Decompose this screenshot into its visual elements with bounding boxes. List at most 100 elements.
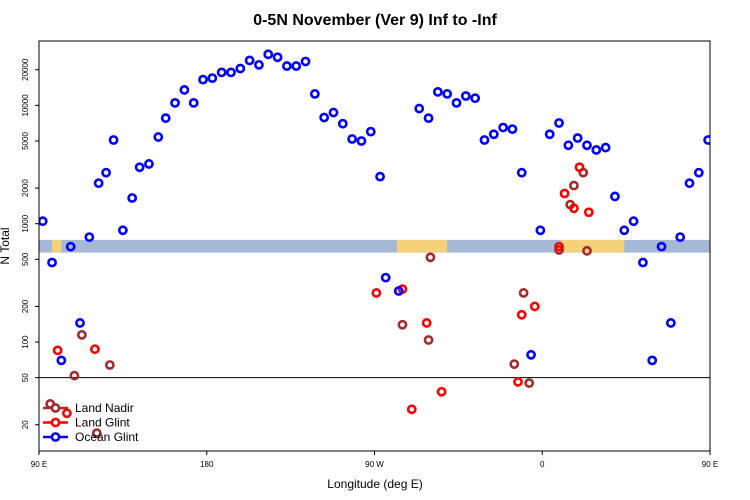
land-glint-point xyxy=(421,318,432,328)
y-tick-label: 20 xyxy=(21,420,30,429)
ocean-glint-point xyxy=(516,167,527,178)
y-tick-label: 2000 xyxy=(21,179,30,197)
land-nadir-point xyxy=(509,359,520,370)
map-land-segment xyxy=(396,239,448,253)
ocean-glint-point xyxy=(108,135,119,145)
ocean-glint-point xyxy=(526,349,536,360)
ocean-glint-point xyxy=(263,49,274,60)
ocean-glint-point xyxy=(226,67,236,78)
land-glint-point xyxy=(734,410,741,417)
land-nadir-point xyxy=(734,433,741,440)
ocean-glint-point xyxy=(638,257,648,268)
ocean-glint-point xyxy=(235,63,246,74)
ocean-glint-point xyxy=(101,167,111,178)
legend-label-ocean-glint: Ocean Glint xyxy=(75,430,139,444)
ocean-glint-point xyxy=(732,164,739,171)
ocean-glint-point xyxy=(75,318,85,328)
map-band xyxy=(39,239,710,253)
land-nadir-point xyxy=(91,428,102,439)
legend-marker-land-glint xyxy=(50,417,61,428)
land-nadir-point xyxy=(524,378,535,388)
legend-label-land-glint: Land Glint xyxy=(75,416,130,430)
ocean-glint-point xyxy=(423,113,434,124)
x-tick-label: 90 W xyxy=(365,460,384,469)
ocean-glint-point xyxy=(65,241,76,252)
legend-marker-land-nadir xyxy=(50,403,61,413)
map-ocean-strip xyxy=(39,239,710,253)
land-glint-point xyxy=(727,347,734,354)
ocean-glint-point xyxy=(356,136,367,146)
legend-label-land-nadir: Land Nadir xyxy=(75,401,134,415)
land-nadir-point xyxy=(69,370,80,381)
ocean-glint-point xyxy=(675,232,686,243)
chart-title: 0-5N November (Ver 9) Inf to -Inf xyxy=(253,12,497,29)
ocean-glint-point xyxy=(170,97,180,108)
land-nadir-point xyxy=(716,400,723,407)
ocean-glint-point xyxy=(684,178,695,189)
land-nadir-point xyxy=(76,329,87,340)
y-tick-label: 500 xyxy=(21,252,30,266)
ocean-glint-point xyxy=(628,216,639,227)
ocean-glint-point xyxy=(723,194,730,201)
y-tick-label: 10000 xyxy=(21,94,30,117)
x-tick-label: 90 E xyxy=(31,460,47,469)
ocean-glint-point xyxy=(600,142,611,153)
ocean-glint-point xyxy=(563,140,574,151)
ocean-glint-point xyxy=(188,97,199,108)
ocean-glint-point xyxy=(619,225,630,236)
ocean-glint-point xyxy=(309,89,320,99)
ocean-glint-point xyxy=(479,135,490,145)
ocean-glint-point xyxy=(656,241,667,252)
ocean-glint-point xyxy=(703,135,710,145)
x-tick-label: 0 xyxy=(540,460,545,469)
ocean-glint-point xyxy=(665,318,676,328)
ocean-glint-point xyxy=(582,140,592,151)
ocean-glint-point xyxy=(39,216,48,227)
ocean-glint-point xyxy=(84,232,95,243)
land-glint-point xyxy=(436,386,447,397)
land-nadir-point xyxy=(425,252,436,263)
ocean-glint-point xyxy=(432,86,443,97)
ocean-glint-point xyxy=(742,160,749,167)
ocean-glint-point xyxy=(591,145,602,155)
ocean-glint-point xyxy=(337,118,348,129)
map-land-segment xyxy=(560,239,625,253)
land-glint-point xyxy=(406,404,417,415)
land-glint-point xyxy=(516,309,527,320)
ocean-glint-point xyxy=(254,59,264,70)
map-land-segment xyxy=(52,239,62,253)
ocean-glint-point xyxy=(647,355,658,366)
ocean-glint-point xyxy=(328,107,339,118)
y-axis-label: N Total xyxy=(0,227,12,264)
land-glint-point xyxy=(554,241,564,252)
land-nadir-point xyxy=(104,360,115,370)
ocean-glint-point xyxy=(460,91,471,101)
x-axis: 90 E 180 90 W 0 90 E xyxy=(31,451,718,469)
ocean-glint-point xyxy=(198,74,208,85)
ocean-glint-point xyxy=(498,122,509,133)
y-tick-label: 5000 xyxy=(21,132,30,150)
ocean-glint-point xyxy=(179,85,190,95)
land-glint-point xyxy=(559,188,570,199)
ocean-glint-point xyxy=(714,227,721,234)
x-tick-label: 180 xyxy=(200,460,214,469)
ocean-glint-point xyxy=(93,178,104,189)
land-glint-point xyxy=(90,344,100,355)
y-tick-label: 200 xyxy=(21,299,30,313)
ocean-glint-point xyxy=(507,124,518,135)
land-glint-point xyxy=(371,288,382,298)
ocean-glint-point xyxy=(544,129,555,140)
ocean-glint-point xyxy=(414,103,425,114)
land-glint-point xyxy=(569,203,579,214)
ocean-glint-point xyxy=(117,225,128,236)
ocean-glint-point xyxy=(272,52,283,63)
ocean-glint-point xyxy=(160,113,171,124)
ocean-glint-point xyxy=(319,112,330,123)
ocean-glint-point xyxy=(470,93,481,104)
ocean-glint-point xyxy=(610,191,620,202)
ocean-glint-point xyxy=(153,132,164,142)
ocean-glint-point xyxy=(535,225,546,236)
ocean-glint-point xyxy=(347,134,358,144)
